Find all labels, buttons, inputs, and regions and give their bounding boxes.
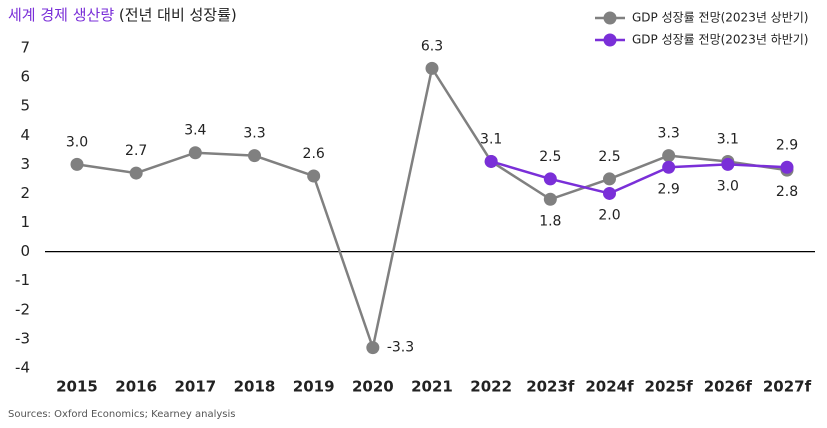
value-label: 3.3 bbox=[658, 126, 680, 142]
x-tick-label: 2024f bbox=[585, 378, 634, 396]
x-tick-label: 2016 bbox=[115, 378, 157, 396]
y-tick-label: -3 bbox=[15, 329, 30, 347]
chart-title-group: 세계 경제 생산량 (전년 대비 성장률) bbox=[8, 6, 237, 24]
point bbox=[543, 172, 557, 186]
x-tick-label: 2017 bbox=[174, 378, 216, 396]
x-tick-label: 2022 bbox=[470, 378, 512, 396]
point bbox=[366, 341, 380, 355]
value-label: 3.0 bbox=[717, 178, 739, 194]
x-tick-label: 2026f bbox=[704, 378, 753, 396]
point bbox=[248, 149, 261, 163]
legend-label: GDP 성장률 전망(2023년 상반기) bbox=[632, 11, 808, 25]
value-label: 3.0 bbox=[66, 134, 88, 150]
value-label: 3.4 bbox=[184, 123, 206, 139]
y-tick-label: -4 bbox=[15, 359, 30, 377]
series-line bbox=[490, 160, 788, 195]
value-label: 1.8 bbox=[539, 213, 561, 229]
value-label: 6.3 bbox=[421, 38, 443, 54]
point bbox=[188, 146, 202, 160]
value-label: -3.3 bbox=[387, 340, 414, 356]
point bbox=[662, 160, 676, 174]
y-tick-label: 5 bbox=[20, 97, 30, 115]
value-label: 2.5 bbox=[598, 149, 620, 165]
value-label: 2.9 bbox=[776, 137, 798, 153]
point bbox=[129, 166, 143, 180]
value-label: 2.0 bbox=[598, 207, 620, 223]
value-label: 3.3 bbox=[243, 126, 265, 142]
value-label: 2.5 bbox=[539, 149, 561, 165]
point bbox=[780, 160, 794, 174]
x-tick-label: 2027f bbox=[763, 378, 812, 396]
point bbox=[70, 157, 84, 171]
chart-title: 세계 경제 생산량 bbox=[8, 6, 114, 24]
y-tick-label: -1 bbox=[15, 271, 30, 289]
y-tick-label: 3 bbox=[20, 155, 30, 173]
x-tick-label: 2015 bbox=[56, 378, 98, 396]
value-label: 2.6 bbox=[303, 146, 325, 162]
legend-label: GDP 성장률 전망(2023년 하반기) bbox=[632, 33, 808, 47]
legend-marker bbox=[603, 33, 617, 47]
point bbox=[721, 157, 735, 171]
y-tick-label: 2 bbox=[20, 184, 30, 202]
point bbox=[603, 172, 616, 186]
x-tick-label: 2019 bbox=[293, 378, 335, 396]
x-tick-label: 2020 bbox=[352, 378, 394, 396]
x-tick-label: 2021 bbox=[411, 378, 453, 396]
y-tick-label: 1 bbox=[20, 213, 30, 231]
series-line bbox=[76, 65, 788, 353]
value-label: 2.8 bbox=[776, 184, 798, 200]
value-label: 2.9 bbox=[658, 181, 680, 197]
value-label: 3.1 bbox=[717, 131, 739, 147]
source: Sources: Oxford Economics; Kearney analy… bbox=[8, 409, 236, 420]
y-tick-label: 7 bbox=[20, 39, 30, 57]
value-label: 2.7 bbox=[125, 143, 147, 159]
legend-marker bbox=[603, 11, 617, 25]
x-tick-label: 2018 bbox=[234, 378, 276, 396]
y-tick-label: 0 bbox=[20, 242, 30, 260]
point bbox=[662, 149, 676, 163]
point bbox=[425, 61, 439, 75]
point bbox=[484, 154, 498, 168]
x-tick-label: 2023f bbox=[526, 378, 575, 396]
x-tick-label: 2025f bbox=[645, 378, 694, 396]
point bbox=[603, 186, 616, 200]
y-tick-label: 4 bbox=[20, 126, 30, 144]
y-tick-label: -2 bbox=[15, 300, 30, 318]
chart-subtitle: (전년 대비 성장률) bbox=[119, 6, 237, 24]
point bbox=[543, 192, 557, 206]
y-tick-label: 6 bbox=[20, 68, 30, 86]
value-label: 3.1 bbox=[480, 131, 502, 147]
point bbox=[307, 169, 321, 183]
